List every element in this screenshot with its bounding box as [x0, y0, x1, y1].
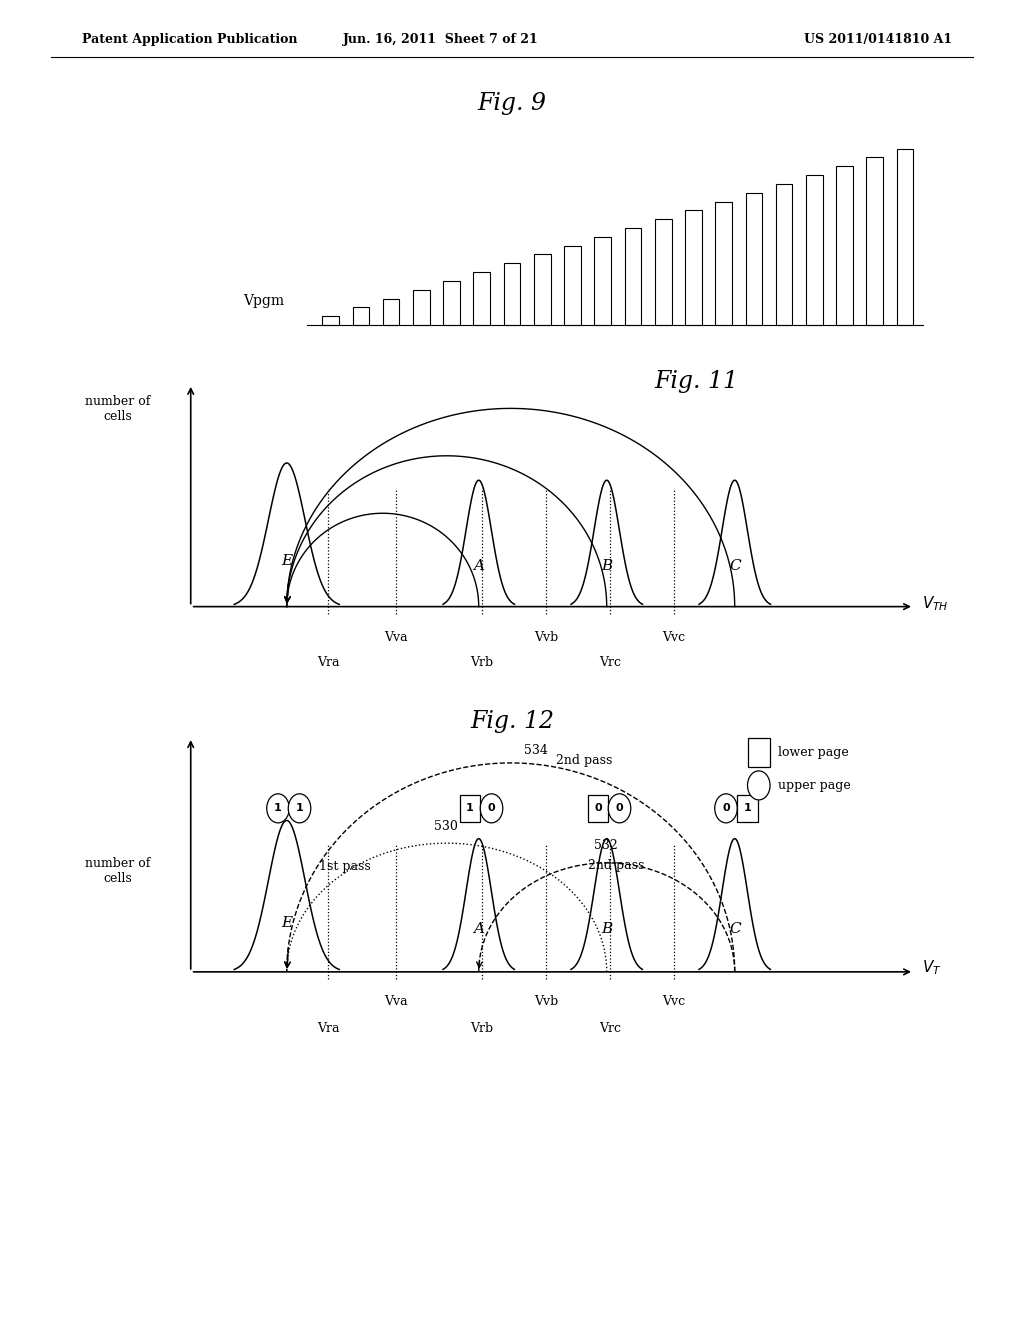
Text: Vrb: Vrb: [470, 656, 494, 669]
Text: 534: 534: [523, 744, 548, 756]
Bar: [716, 202, 732, 325]
Text: B: B: [601, 560, 612, 573]
Text: US 2011/0141810 A1: US 2011/0141810 A1: [804, 33, 952, 46]
Text: Fig. 11: Fig. 11: [654, 370, 738, 392]
Text: Vvb: Vvb: [534, 631, 558, 644]
Text: Vrc: Vrc: [599, 656, 621, 669]
Text: Vvb: Vvb: [534, 995, 558, 1008]
Text: Vvc: Vvc: [663, 631, 685, 644]
Bar: [806, 176, 822, 325]
Text: E: E: [282, 553, 292, 568]
Bar: [473, 272, 490, 325]
Text: 1: 1: [743, 804, 752, 813]
Text: 0: 0: [615, 804, 624, 813]
Bar: [504, 263, 520, 325]
Bar: [383, 298, 399, 325]
Text: Vra: Vra: [317, 656, 340, 669]
Text: B: B: [601, 923, 612, 936]
Text: 0: 0: [487, 804, 496, 813]
Text: Jun. 16, 2011  Sheet 7 of 21: Jun. 16, 2011 Sheet 7 of 21: [342, 33, 539, 46]
Bar: [594, 236, 611, 325]
Text: Patent Application Publication: Patent Application Publication: [82, 33, 297, 46]
Bar: [655, 219, 672, 325]
Text: C: C: [729, 560, 740, 573]
Bar: [625, 228, 641, 325]
Text: 1: 1: [296, 804, 303, 813]
Text: 2nd pass: 2nd pass: [588, 859, 644, 873]
Text: lower page: lower page: [778, 746, 849, 759]
Text: A: A: [473, 560, 484, 573]
Text: $V_{TH}$: $V_{TH}$: [922, 594, 948, 612]
Text: $V_T$: $V_T$: [922, 958, 941, 977]
Text: number of
cells: number of cells: [85, 857, 151, 886]
Bar: [776, 183, 793, 325]
Text: Fig. 9: Fig. 9: [477, 92, 547, 115]
Text: 0: 0: [722, 804, 730, 813]
Text: Fig. 12: Fig. 12: [470, 710, 554, 733]
Text: Vrc: Vrc: [599, 1022, 621, 1035]
Bar: [837, 166, 853, 325]
Text: 530: 530: [434, 820, 458, 833]
Bar: [564, 246, 581, 325]
Text: 2nd pass: 2nd pass: [556, 755, 612, 767]
Bar: [352, 308, 370, 325]
Bar: [866, 157, 883, 325]
Bar: [685, 210, 701, 325]
Text: Vrb: Vrb: [470, 1022, 494, 1035]
Text: upper page: upper page: [778, 779, 851, 792]
Bar: [413, 289, 430, 325]
Bar: [323, 317, 339, 325]
Bar: [745, 193, 762, 325]
Text: 1: 1: [466, 804, 474, 813]
Bar: [897, 149, 913, 325]
Bar: [443, 281, 460, 325]
Text: E: E: [282, 916, 292, 931]
Bar: [534, 255, 551, 325]
Text: 1: 1: [274, 804, 282, 813]
Text: Vva: Vva: [384, 631, 408, 644]
Text: C: C: [729, 923, 740, 936]
Text: number of
cells: number of cells: [85, 395, 151, 424]
Text: Vvc: Vvc: [663, 995, 685, 1008]
Text: 532: 532: [594, 840, 617, 853]
Text: 1st pass: 1st pass: [318, 861, 371, 874]
Text: Vra: Vra: [317, 1022, 340, 1035]
Text: Vpgm: Vpgm: [244, 294, 285, 308]
Text: A: A: [473, 923, 484, 936]
Text: Vva: Vva: [384, 995, 408, 1008]
Text: 0: 0: [594, 804, 602, 813]
